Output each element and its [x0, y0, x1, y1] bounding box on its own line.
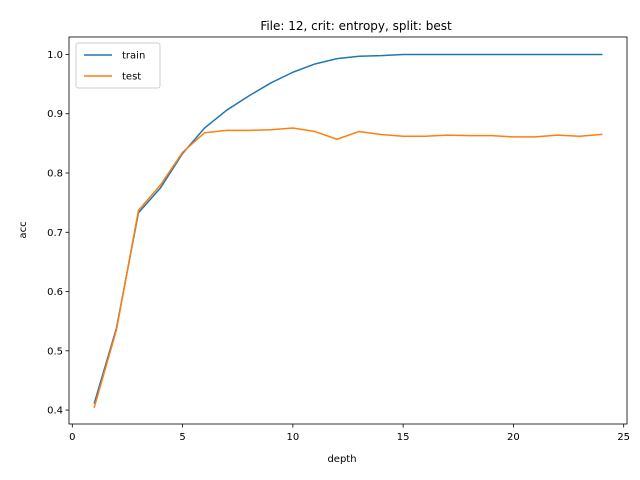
axes-frame: [68, 36, 628, 425]
y-tick-label: 0.5: [47, 346, 63, 357]
legend-box: [75, 42, 161, 89]
series-line-test: [93, 127, 603, 409]
x-tick-label: 25: [617, 432, 630, 443]
legend: train test: [75, 42, 161, 89]
x-tick-label: 5: [179, 432, 185, 443]
legend-label-test: test: [122, 72, 141, 83]
legend-label-train: train: [122, 51, 145, 62]
y-tick-label: 1.0: [47, 50, 63, 61]
series-line-train: [93, 53, 603, 404]
x-tick-label: 10: [286, 432, 299, 443]
y-tick-label: 0.8: [47, 169, 63, 180]
x-axis-title: depth: [327, 454, 356, 465]
y-tick-label: 0.6: [47, 287, 63, 298]
x-tick-label: 20: [507, 432, 520, 443]
chart-title: File: 12, crit: entropy, split: best: [260, 19, 452, 33]
y-tick-label: 0.4: [47, 406, 63, 417]
plot-area: 0 5 10 15 20 25 0.4 0.5 0.6 0.7 0.8 0.9 1.0: [47, 36, 630, 443]
y-tick-label: 0.9: [47, 109, 63, 120]
x-tick-label: 15: [397, 432, 410, 443]
y-tick-label: 0.7: [47, 228, 63, 239]
y-axis-title: acc: [18, 221, 29, 238]
x-tick-label: 0: [69, 432, 75, 443]
